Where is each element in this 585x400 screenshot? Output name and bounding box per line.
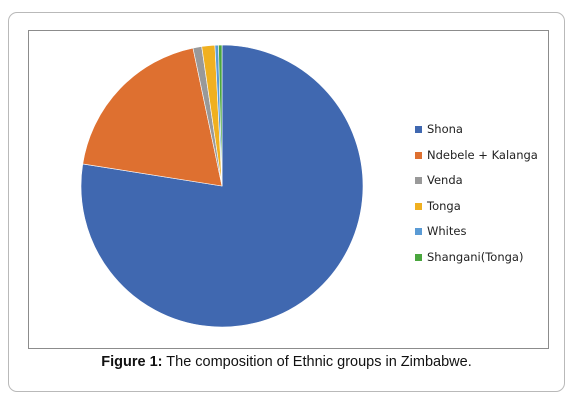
- legend-item-shona: Shona: [415, 121, 545, 147]
- caption-prefix: Figure 1:: [101, 354, 163, 370]
- pie-slice-ndebele-kalanga: [82, 47, 223, 187]
- legend: Shona Ndebele + Kalanga Venda Tonga Whites Sh…: [415, 121, 545, 274]
- legend-item-tonga: Tonga: [415, 198, 545, 224]
- figure-frame: Shona Ndebele + Kalanga Venda Tonga Whites Sh…: [8, 12, 565, 392]
- pie-slice-shangani-tonga: [218, 44, 223, 187]
- legend-item-shangani-tonga: Shangani(Tonga): [415, 249, 545, 275]
- legend-swatch: [415, 151, 422, 159]
- legend-swatch: [415, 228, 422, 235]
- legend-label: Ndebele + Kalanga: [427, 147, 538, 162]
- legend-item-ndebele-kalanga: Ndebele + Kalanga: [415, 147, 545, 173]
- caption-text: The composition of Ethnic groups in Zimb…: [162, 354, 472, 370]
- chart-area: Shona Ndebele + Kalanga Venda Tonga Whites Sh…: [28, 30, 549, 349]
- figure-caption: Figure 1: The composition of Ethnic grou…: [9, 354, 564, 370]
- pie-slice-shona: [80, 44, 364, 328]
- legend-label: Shona: [427, 122, 463, 136]
- pie-chart: [80, 44, 364, 328]
- legend-label: Shangani(Tonga): [427, 249, 524, 264]
- legend-label: Whites: [427, 224, 467, 238]
- legend-label: Tonga: [427, 198, 461, 213]
- legend-item-venda: Venda: [415, 172, 545, 198]
- legend-item-whites: Whites: [415, 223, 545, 249]
- legend-swatch: [415, 253, 422, 261]
- legend-label: Venda: [427, 173, 463, 187]
- legend-swatch: [415, 126, 422, 133]
- legend-swatch: [415, 202, 422, 210]
- legend-swatch: [415, 177, 422, 184]
